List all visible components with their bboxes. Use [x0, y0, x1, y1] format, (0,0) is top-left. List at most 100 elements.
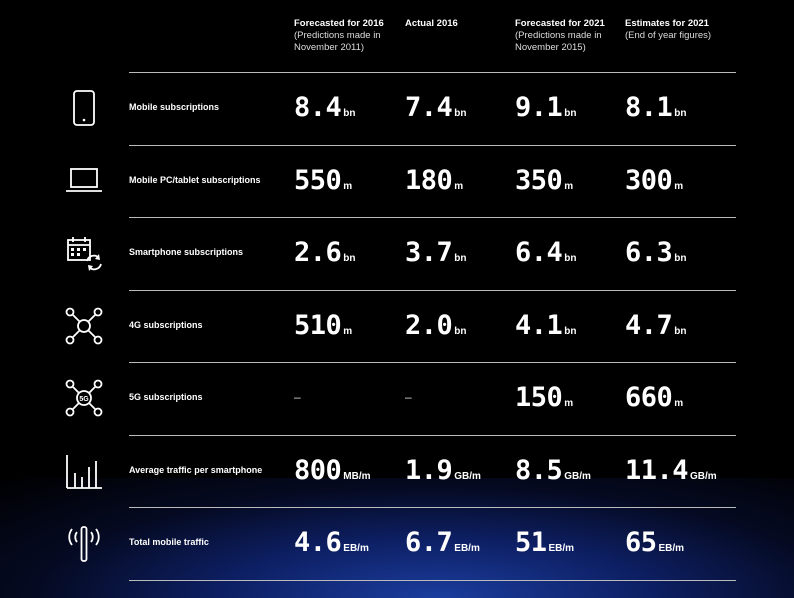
column-header-subtitle: (Predictions made in November 2015): [515, 30, 602, 53]
cell-unit: GB/m: [690, 470, 717, 482]
background-glow: [0, 478, 794, 598]
row-divider: [129, 507, 736, 508]
cell-unit: m: [343, 325, 353, 337]
cell-unit: bn: [454, 325, 467, 337]
data-cell: 8.5 GB/m: [515, 455, 591, 486]
cell-unit: bn: [564, 108, 577, 119]
cell-unit: MB/m: [343, 470, 371, 482]
column-header-estimates-2021: Estimates for 2021 (End of year figures): [625, 18, 745, 42]
cell-unit: bn: [674, 108, 687, 119]
cell-unit: GB/m: [564, 470, 591, 482]
cell-value: 4.7: [625, 309, 673, 341]
cell-value: 11.4: [625, 454, 689, 486]
cell-unit: m: [564, 398, 574, 409]
row-label: Average traffic per smartphone: [129, 464, 263, 475]
cell-value: 350: [515, 164, 563, 196]
table-row: Smartphone subscriptions 2.6 bn 3.7 bn 6.4 bn 6…: [0, 217, 794, 289]
cell-empty-dash: –: [294, 390, 301, 404]
data-cell: 510 m: [294, 310, 352, 341]
data-cell: 2.6 bn: [294, 237, 356, 268]
data-cell: 660 m: [625, 382, 683, 413]
data-cell: 6.7 EB/m: [405, 527, 480, 558]
cell-value: 4.1: [515, 309, 563, 341]
data-cell: 8.1 bn: [625, 92, 687, 123]
row-label: 4G subscriptions: [129, 319, 203, 330]
cell-value: 2.6: [294, 237, 342, 268]
data-cell: 4.6 EB/m: [294, 527, 369, 558]
column-header-subtitle: (Predictions made in November 2011): [294, 30, 381, 53]
data-cell: 150 m: [515, 382, 573, 413]
row-divider: [129, 580, 736, 581]
cell-value: 7.4: [405, 92, 453, 123]
icon-5g-text: 5G: [79, 396, 89, 403]
cell-unit: bn: [674, 325, 687, 337]
phone-icon: [62, 88, 106, 128]
cell-value: 8.4: [294, 92, 342, 123]
data-cell: 550 m: [294, 165, 352, 196]
cell-value: 6.4: [515, 237, 563, 268]
cell-value: 6.7: [405, 527, 453, 558]
data-cell: 6.4 bn: [515, 237, 577, 268]
data-cell: 51 EB/m: [515, 527, 574, 558]
row-divider: [129, 217, 736, 218]
data-cell: 6.3 bn: [625, 237, 687, 268]
cell-unit: bn: [454, 253, 467, 264]
data-cell: 300 m: [625, 165, 683, 196]
cell-value: 550: [294, 164, 342, 196]
data-cell: 1.9 GB/m: [405, 455, 481, 486]
cell-unit: bn: [564, 325, 577, 337]
column-header-actual-2016: Actual 2016: [405, 18, 525, 30]
data-cell: 8.4 bn: [294, 92, 356, 123]
cell-unit: EB/m: [343, 543, 369, 554]
cell-value: 660: [625, 382, 673, 413]
row-divider: [129, 290, 736, 291]
cell-unit: GB/m: [454, 470, 481, 482]
cell-value: 9.1: [515, 92, 563, 123]
row-divider: [129, 72, 736, 73]
column-header-title: Forecasted for 2016: [294, 18, 384, 29]
antenna-icon: [62, 523, 106, 563]
row-label: Mobile subscriptions: [129, 102, 220, 112]
cell-empty-dash: –: [405, 390, 412, 404]
bar-chart-icon: [62, 451, 106, 491]
row-label: Total mobile traffic: [129, 537, 209, 547]
row-divider: [129, 145, 736, 146]
cell-unit: bn: [674, 253, 687, 264]
cell-value: 180: [405, 164, 453, 196]
calendar-sync-icon: [62, 233, 106, 273]
cell-value: 65: [625, 527, 657, 558]
column-header-forecast-2021: Forecasted for 2021 (Predictions made in…: [515, 18, 635, 54]
cell-value: 2.0: [405, 309, 453, 341]
data-cell: 7.4 bn: [405, 92, 467, 123]
cell-value: 8.5: [515, 454, 563, 486]
cell-value: 8.1: [625, 92, 673, 123]
data-cell: –: [294, 382, 301, 404]
cell-value: 150: [515, 382, 563, 413]
data-cell: 4.1 bn: [515, 310, 577, 341]
table-row: Average traffic per smartphone 800 MB/m 1.9…: [0, 435, 794, 507]
row-divider: [129, 435, 736, 436]
network-5g-icon: 5G: [62, 378, 106, 418]
column-header-title: Estimates for 2021: [625, 18, 709, 29]
data-cell: –: [405, 382, 412, 404]
data-cell: 11.4 GB/m: [625, 455, 717, 486]
cell-unit: EB/m: [548, 543, 575, 554]
table-row: Mobile subscriptions 8.4 bn 7.4 bn 9.1 bn 8.1 bn: [0, 72, 794, 144]
row-label: Mobile PC/tablet subscriptions: [129, 174, 261, 185]
cell-unit: m: [674, 398, 684, 409]
cell-value: 3.7: [405, 237, 453, 268]
cell-value: 1.9: [405, 454, 453, 486]
column-header-title: Forecasted for 2021: [515, 18, 605, 29]
data-cell: 2.0 bn: [405, 310, 467, 341]
column-header-forecast-2016: Forecasted for 2016 (Predictions made in…: [294, 18, 414, 54]
cell-unit: m: [343, 180, 353, 192]
row-divider: [129, 362, 736, 363]
data-cell: 65 EB/m: [625, 527, 684, 558]
cell-unit: EB/m: [658, 543, 685, 554]
row-label: 5G subscriptions: [129, 392, 203, 402]
cell-value: 51: [515, 527, 547, 558]
table-row: 5G 5G subscriptions – –150 m 660 m: [0, 362, 794, 434]
data-cell: 4.7 bn: [625, 310, 687, 341]
cell-unit: bn: [343, 253, 356, 264]
